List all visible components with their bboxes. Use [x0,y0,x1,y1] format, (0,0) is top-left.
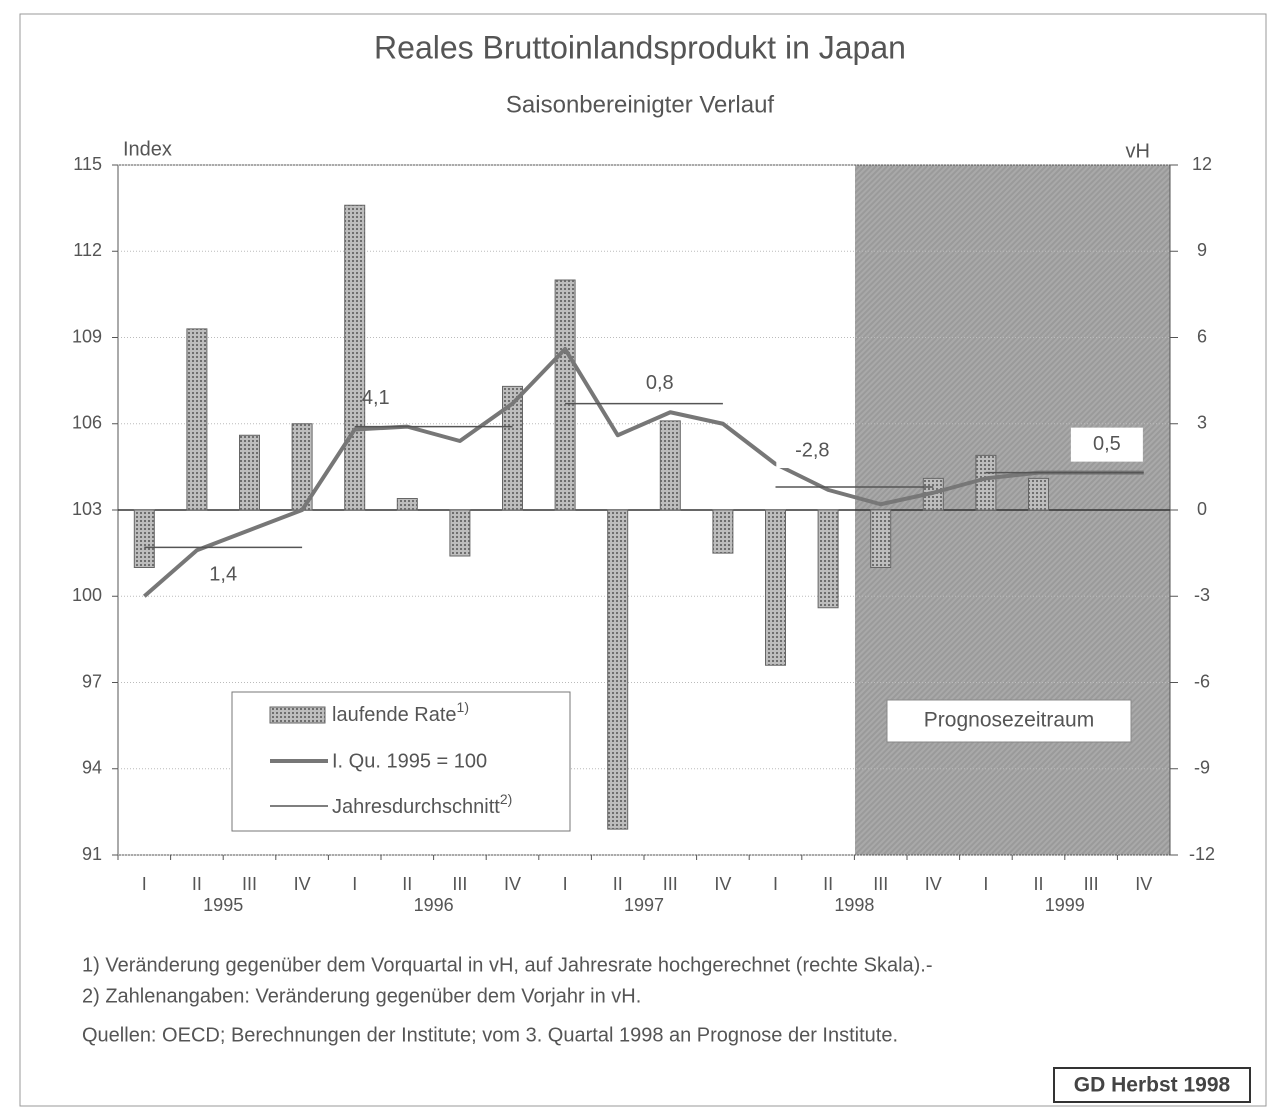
bar [975,454,997,511]
y2-tick-label: 0 [1197,499,1207,519]
x-tick-label: III [452,874,467,894]
y-tick-label: 94 [82,758,102,778]
x-tick-label: IV [714,874,731,894]
x-tick-label: III [242,874,257,894]
bar [186,328,208,511]
y2-tick-label: 3 [1197,413,1207,433]
y2-tick-label: -6 [1194,671,1210,691]
y-tick-label: 112 [73,240,102,260]
y-tick-label: 115 [73,154,102,174]
legend-note: 2) [500,791,512,807]
bar [712,509,734,554]
chart-title: Reales Bruttoinlandsprodukt in Japan [374,29,906,65]
y-axis-label: Index [123,138,172,160]
x-tick-label: II [192,874,202,894]
year-label: 1995 [203,895,243,915]
y-tick-label: 109 [72,326,102,346]
bar [396,498,418,511]
subtitle: Saisonbereinigter Verlauf [506,91,775,118]
y2-tick-label: -12 [1189,844,1215,864]
y2-tick-label: -3 [1194,585,1210,605]
x-tick-label: IV [294,874,311,894]
year-label: 1998 [834,895,874,915]
forecast-box [886,699,1132,743]
bar [1028,477,1049,511]
y2-tick-label: 9 [1197,240,1207,260]
x-tick-label: IV [504,874,521,894]
bar [817,509,839,609]
bar [554,279,576,511]
bar [607,509,629,830]
legend-text: Jahresdurchschnitt [332,796,500,818]
x-tick-label: III [1084,874,1099,894]
badge: GD Herbst 1998 [1074,1074,1231,1097]
x-tick-label: IV [925,874,942,894]
badge-box [1053,1067,1251,1103]
x-tick-label: I [352,874,357,894]
legend-text: laufende Rate [332,704,457,726]
legend-label: Jahresdurchschnitt2) [332,791,512,819]
x-tick-label: III [873,874,888,894]
frame [19,13,1267,1107]
y2-tick-label: -9 [1194,758,1210,778]
y-tick-label: 100 [72,585,102,605]
bar [502,385,523,511]
x-tick-label: I [563,874,568,894]
y-tick-label: 97 [82,671,102,691]
y2-tick-label: 6 [1197,326,1207,346]
x-tick-label: II [1033,874,1043,894]
bar [870,509,892,568]
bar [449,509,471,557]
year-label: 1996 [414,895,454,915]
x-tick-label: II [823,874,833,894]
annotation: 4,1 [362,387,390,409]
y2-tick-label: 12 [1192,154,1212,174]
annotation: -2,8 [795,439,829,461]
x-tick-label: II [402,874,412,894]
annotation: 0,8 [646,372,674,394]
y-tick-label: 91 [82,844,102,864]
forecast-label: Prognosezeitraum [924,709,1094,732]
bar [659,420,681,511]
legend-bar-swatch [269,706,326,724]
year-label: 1997 [624,895,664,915]
x-tick-label: I [142,874,147,894]
bar [344,204,366,511]
annotation: 1,4 [209,564,237,586]
annotation-box [776,434,849,468]
bar [133,509,155,568]
year-label: 1999 [1045,895,1085,915]
bar [765,509,786,666]
annotation: 0,5 [1093,433,1121,455]
x-tick-label: I [773,874,778,894]
y-tick-label: 106 [72,413,102,433]
annotation-box [1070,427,1143,462]
index-line [142,347,1144,598]
legend-label: laufende Rate1) [332,699,469,727]
y2-axis-label: vH [1126,140,1150,162]
footnote: 2) Zahlenangaben: Veränderung gegenüber … [82,985,641,1007]
x-tick-label: II [613,874,623,894]
footnote: 1) Veränderung gegenüber dem Vorquartal … [82,954,933,976]
x-tick-label: III [663,874,678,894]
x-tick-label: IV [1135,874,1152,894]
source: Quellen: OECD; Berechnungen der Institut… [82,1024,898,1046]
x-tick-label: I [983,874,988,894]
legend-label: I. Qu. 1995 = 100 [332,750,487,772]
bar [239,434,260,511]
legend-note: 1) [457,699,469,715]
y-tick-label: 103 [72,499,102,519]
